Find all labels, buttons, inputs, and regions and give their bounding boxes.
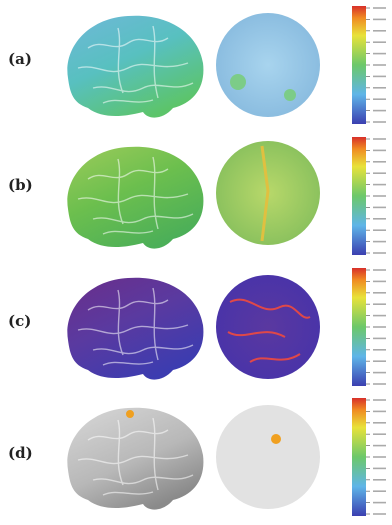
- panel: (b): [8, 137, 366, 255]
- brain-spot: [126, 410, 134, 418]
- disk-map: [216, 275, 320, 379]
- figure: (a) (b) (c) (d): [0, 0, 392, 525]
- brain-surface: [67, 16, 203, 118]
- panel: (d): [8, 398, 366, 516]
- colorbar: [352, 398, 366, 516]
- brain-surface: [67, 147, 203, 249]
- disk-spot: [284, 89, 296, 101]
- colorbar: [352, 137, 366, 255]
- panel: (a): [8, 6, 366, 124]
- panel-label: (c): [8, 312, 31, 330]
- colorbar-ticks: [366, 8, 386, 514]
- disk-spot: [271, 434, 281, 444]
- disk-spot: [230, 74, 246, 90]
- page: {"panels": [{"label": "(a)"}, {"label": …: [0, 0, 392, 525]
- panel-label: (d): [8, 444, 33, 462]
- disk-map: [216, 13, 320, 117]
- colorbar: [352, 268, 366, 386]
- brain-surface: [67, 408, 203, 510]
- panel-label: (b): [8, 176, 33, 194]
- colorbar: [352, 6, 366, 124]
- panel: (c): [8, 268, 366, 386]
- panel-label: (a): [8, 50, 32, 68]
- disk-map: [216, 405, 320, 509]
- brain-surface: [67, 278, 203, 380]
